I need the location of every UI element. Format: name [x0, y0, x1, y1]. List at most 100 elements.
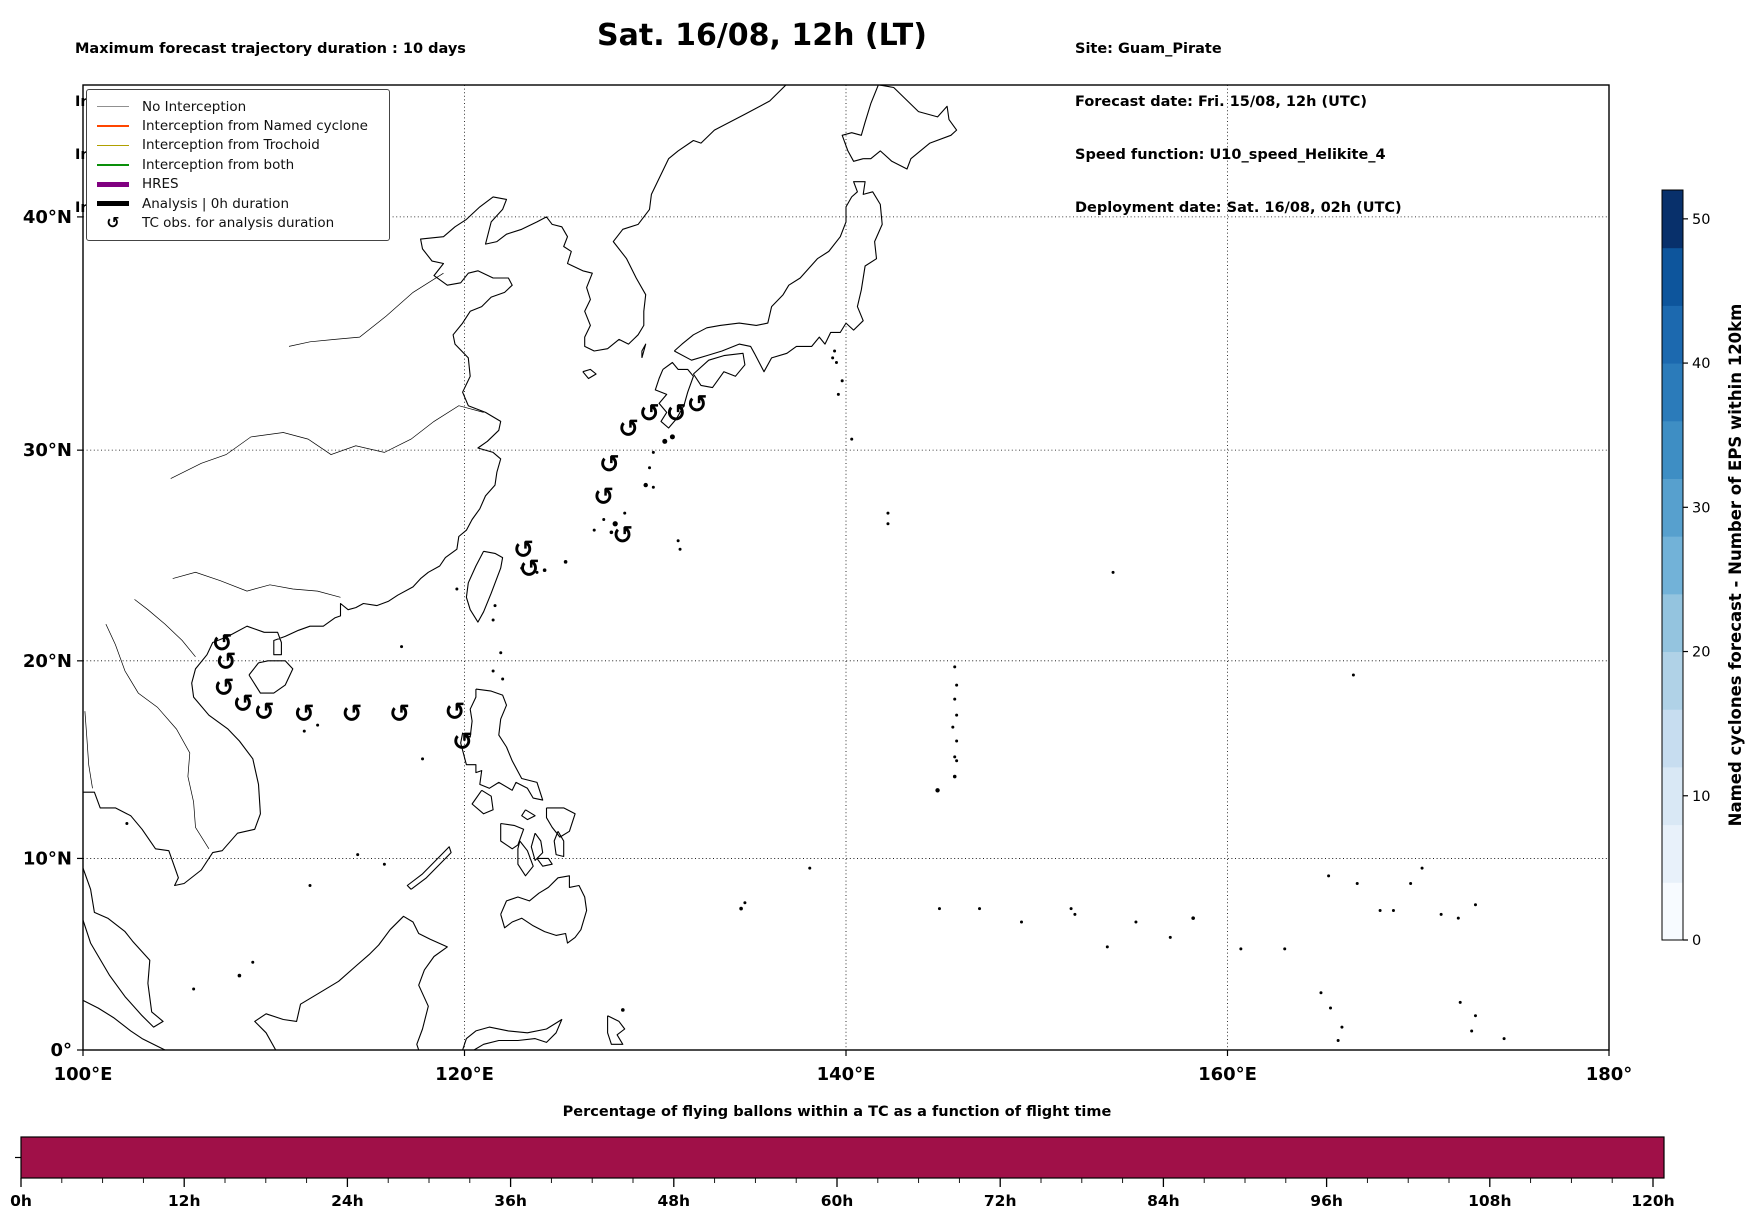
- island-dot: [840, 379, 844, 383]
- coastline-shikoku: [692, 352, 746, 389]
- island-dot: [612, 521, 618, 527]
- island-dot: [1420, 866, 1424, 870]
- island-dot: [886, 522, 890, 526]
- island-dot: [491, 618, 495, 622]
- island-dot: [302, 729, 306, 733]
- colorbar-tick-label: 0: [1692, 933, 1701, 949]
- coastline-palawan: [406, 846, 452, 890]
- coastline-halmahera: [607, 1015, 626, 1045]
- y-tick-label: 0°: [50, 1040, 72, 1061]
- island-dot: [501, 677, 505, 681]
- island-dot: [953, 665, 957, 669]
- island-dot: [676, 539, 680, 543]
- island-dot: [609, 530, 614, 535]
- colorbar-tick-label: 20: [1692, 645, 1710, 661]
- island-dot: [833, 349, 837, 353]
- island-dot: [499, 651, 503, 655]
- island-dot: [1111, 570, 1115, 574]
- coastline-jeju: [582, 368, 597, 380]
- cyclone-icon: ↺: [599, 449, 620, 478]
- island-dot: [400, 645, 404, 649]
- island-dot: [1456, 916, 1460, 920]
- island-dot: [850, 437, 854, 441]
- bottom-bar-chart: 0h 12h 24h 36h 48h 60h 72h 84h 96h 108h 120h: [10, 1136, 1675, 1210]
- x-tick-label: 180°: [1586, 1064, 1633, 1085]
- island-dot: [563, 560, 568, 564]
- coastline-taiwan: [465, 550, 504, 623]
- cyclone-icon: ↺: [214, 673, 235, 702]
- island-dot: [937, 907, 941, 911]
- island-dot: [935, 788, 940, 793]
- island-dot: [1069, 907, 1073, 911]
- time-tick-label: 72h: [984, 1192, 1017, 1210]
- cyclone-icon: ↺: [254, 697, 275, 726]
- river-yangtze: [170, 405, 484, 479]
- island-dot: [743, 901, 747, 905]
- legend-item-label: Analysis | 0h duration: [142, 195, 289, 212]
- island-dot: [953, 697, 957, 701]
- cyclone-icon: ↺: [452, 727, 473, 756]
- island-dot: [308, 883, 312, 887]
- coastline-hainan: [248, 660, 294, 694]
- island-dot: [978, 907, 982, 911]
- coastlines-layer: [83, 85, 1506, 1050]
- legend-item: Interception from both: [97, 155, 379, 174]
- coastline-borneo: [254, 915, 448, 1050]
- island-dot: [1378, 908, 1382, 912]
- info-line: Deployment date: Sat. 16/08, 02h (UTC): [1075, 199, 1402, 216]
- legend-line-swatch: [97, 144, 129, 147]
- coastline-masbate: [521, 809, 536, 821]
- island-dot: [1329, 1006, 1333, 1010]
- colorbar-tick-label: 50: [1692, 212, 1710, 228]
- island-dot: [1351, 673, 1355, 677]
- island-dot: [643, 482, 648, 488]
- island-dot: [1502, 1037, 1506, 1041]
- island-dot: [520, 566, 524, 570]
- cyclone-icon: ↺: [212, 629, 233, 658]
- coastline-mindoro: [471, 789, 494, 815]
- bottom-chart-title: Percentage of flying ballons within a TC…: [562, 1104, 1112, 1120]
- time-tick-label: 48h: [657, 1192, 690, 1210]
- island-dot: [1458, 1000, 1462, 1004]
- cyclone-icon: ↺: [593, 482, 614, 511]
- island-dot: [648, 466, 652, 470]
- y-tick-label: 40°N: [23, 207, 72, 228]
- island-dot: [1319, 991, 1323, 995]
- legend-item-label: No Interception: [142, 98, 247, 115]
- island-dot: [955, 759, 959, 763]
- island-dot: [316, 723, 320, 727]
- island-dot: [678, 547, 682, 551]
- colorbar-label: Named cyclones forecast - Number of EPS …: [1726, 303, 1745, 827]
- cyclone-icon: ↺: [341, 699, 362, 728]
- island-dot: [951, 725, 955, 729]
- coastline-cebu: [530, 832, 544, 861]
- colorbar: 0 10 20 30 40 50: [1661, 189, 1710, 949]
- island-dot: [1134, 920, 1138, 924]
- time-tick-label: 36h: [494, 1192, 527, 1210]
- island-dot: [1439, 912, 1443, 916]
- legend-item-label: HRES: [142, 176, 179, 193]
- island-dot: [1470, 1029, 1474, 1033]
- island-dot: [1355, 882, 1359, 886]
- time-tick-label: 120h: [1631, 1192, 1674, 1210]
- river-red-river: [134, 599, 196, 658]
- time-tick-label: 108h: [1468, 1192, 1511, 1210]
- coastline-samar: [545, 807, 576, 838]
- island-dot: [834, 361, 838, 365]
- island-dot: [953, 755, 957, 759]
- legend-item: No Interception: [97, 97, 379, 116]
- island-dot: [602, 518, 606, 522]
- river-chao-phraya: [84, 711, 93, 789]
- island-dot: [831, 356, 835, 360]
- y-tick-label: 30°N: [23, 440, 72, 461]
- island-dot: [192, 987, 196, 991]
- island-dot: [1283, 947, 1287, 951]
- colorbar-tick-label: 10: [1692, 789, 1710, 805]
- y-tick-label: 20°N: [23, 651, 72, 672]
- coastline-luzon: [460, 688, 544, 801]
- river-pearl-river: [172, 571, 341, 598]
- coastline-kyushu: [654, 361, 694, 429]
- coastline-leyte: [553, 831, 565, 858]
- coastline-mindanao: [500, 875, 588, 944]
